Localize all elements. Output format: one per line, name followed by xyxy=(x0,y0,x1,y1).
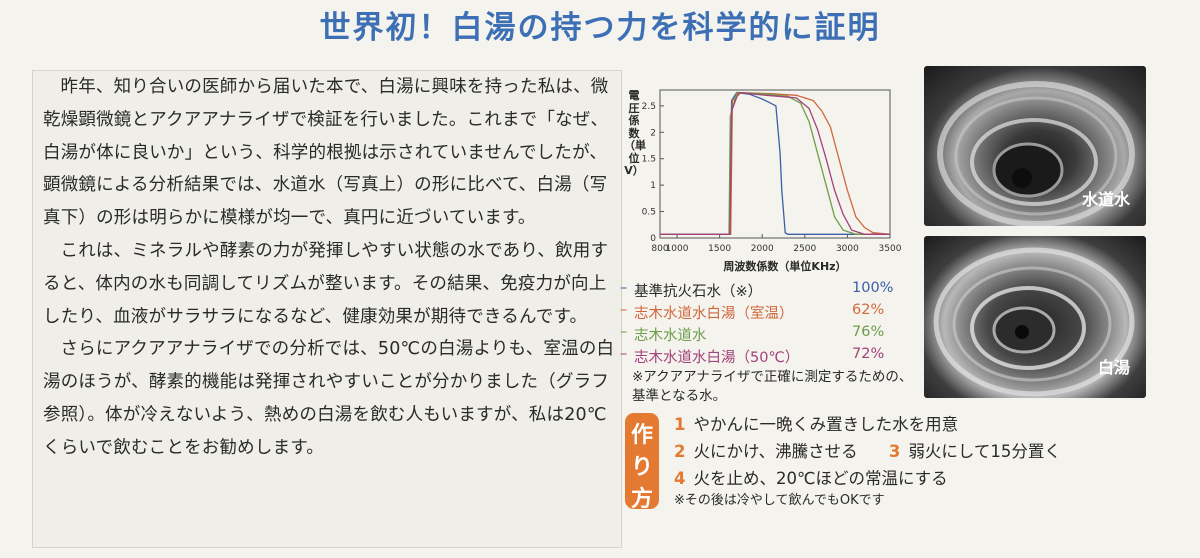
step-text: 弱火にして15分置く xyxy=(908,442,1061,461)
x-tick-label: 2500 xyxy=(793,244,816,254)
y-tick-label: 1.5 xyxy=(642,155,656,165)
recipe-badge-char: 方 xyxy=(630,487,653,512)
boiled-water-photo: 白湯 xyxy=(924,236,1146,398)
y-tick-label: 2 xyxy=(650,128,656,138)
legend-percent: 72% xyxy=(852,346,885,362)
series-line xyxy=(660,91,891,235)
step-text: 火にかけ、沸騰させる xyxy=(693,442,858,461)
legend-item: – 志木水道水 76% xyxy=(620,324,920,346)
legend-item: – 志木水道水白湯（室温） 62% xyxy=(620,302,920,324)
x-tick-label: 800 xyxy=(651,244,668,254)
photo-caption-bottom: 白湯 xyxy=(1097,358,1130,377)
step-number: 4 xyxy=(674,469,686,488)
article-paragraph: 昨年、知り合いの医師から届いた本で、白湯に興味を持った私は、微乾燥顕微鏡とアクア… xyxy=(43,77,609,229)
photo-caption-top: 水道水 xyxy=(1081,190,1130,209)
article-body: 昨年、知り合いの医師から届いた本で、白湯に興味を持った私は、微乾燥顕微鏡とアクア… xyxy=(32,70,622,548)
y-tick-label: 1 xyxy=(650,181,656,191)
y-tick-label: 2.5 xyxy=(642,102,656,112)
legend-percent: 100% xyxy=(852,280,894,296)
x-tick-label: 1000 xyxy=(666,244,689,254)
series-line xyxy=(660,91,890,235)
series-line xyxy=(660,91,890,235)
legend-label: 志木水道水 xyxy=(634,328,707,344)
chart-x-axis-label: 周波数係数（単位KHz） xyxy=(723,260,847,273)
legend-item: – 基準抗火石水（※） 100% xyxy=(620,280,920,302)
x-tick-label: 1500 xyxy=(708,244,731,254)
legend-swatch: – xyxy=(620,324,628,340)
legend-label: 志木水道水白湯（室温） xyxy=(634,306,794,322)
article-paragraph: これは、ミネラルや酵素の力が発揮しやすい状態の水であり、飲用すると、体内の水も同… xyxy=(43,240,609,327)
recipe-badge: 作 り 方 xyxy=(625,413,659,512)
x-tick-label: 2000 xyxy=(751,244,774,254)
recipe-steps: 1 やかんに一晩くみ置きした水を用意 2 火にかけ、沸騰させる 3 弱火にして15分置… xyxy=(674,411,1174,510)
recipe-badge-char: 作 xyxy=(630,423,653,448)
step-text: 火を止め、20℃ほどの常温にする xyxy=(693,469,948,488)
x-tick-label: 3000 xyxy=(836,244,859,254)
recipe-step: 4 火を止め、20℃ほどの常温にする xyxy=(674,465,1174,492)
tap-water-photo: 水道水 xyxy=(924,66,1146,226)
x-tick-label: 3500 xyxy=(879,244,902,254)
legend-percent: 62% xyxy=(852,302,885,318)
boiled-water-crystal-image xyxy=(933,247,1135,397)
recipe-footnote: ※その後は冷やして飲んでもOKです xyxy=(674,493,885,508)
frequency-chart: 電圧係数（単位V） 0 0.5 1 1.5 2 2.5 800 1000 1500 2000 250… xyxy=(618,68,918,280)
chart-y-axis-label: 電圧係数（単位V） xyxy=(624,89,646,177)
article-paragraph: さらにアクアアナライザでの分析では、50℃の白湯よりも、室温の白湯のほうが、酵素… xyxy=(43,339,615,458)
legend-percent: 76% xyxy=(852,324,885,340)
legend-item: – 志木水道水白湯（50℃） 72% xyxy=(620,346,920,368)
step-number: 2 xyxy=(674,442,686,461)
legend-label: 志木水道水白湯（50℃） xyxy=(634,350,800,366)
recipe-badge-char: り xyxy=(630,455,653,480)
legend-swatch: – xyxy=(620,302,628,318)
chart-legend: – 基準抗火石水（※） 100% – 志木水道水白湯（室温） 62% – 志木水… xyxy=(620,280,920,368)
chart-plot-frame xyxy=(659,89,891,239)
legend-footnote: ※アクアアナライザで正確に測定するための、基準となる水。 xyxy=(632,369,913,404)
legend-label: 基準抗火石水（※） xyxy=(634,284,763,300)
y-tick-label: 0.5 xyxy=(642,208,656,218)
step-number: 3 xyxy=(888,442,901,461)
tap-water-crystal-image xyxy=(937,81,1135,226)
series-line xyxy=(660,91,890,235)
legend-swatch: – xyxy=(620,346,628,362)
step-text: やかんに一晩くみ置きした水を用意 xyxy=(693,415,959,434)
recipe-step: 2 火にかけ、沸騰させる 3 弱火にして15分置く xyxy=(674,438,1174,465)
page-title: 世界初！白湯の持つ力を科学的に証明 xyxy=(319,10,881,46)
recipe-step: 1 やかんに一晩くみ置きした水を用意 xyxy=(674,411,1174,438)
legend-swatch: – xyxy=(620,280,628,296)
step-number: 1 xyxy=(674,415,686,434)
y-tick-label: 0 xyxy=(650,234,656,244)
